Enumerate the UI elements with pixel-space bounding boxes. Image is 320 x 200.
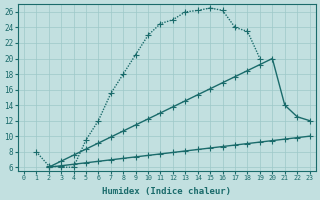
X-axis label: Humidex (Indice chaleur): Humidex (Indice chaleur) (102, 187, 231, 196)
